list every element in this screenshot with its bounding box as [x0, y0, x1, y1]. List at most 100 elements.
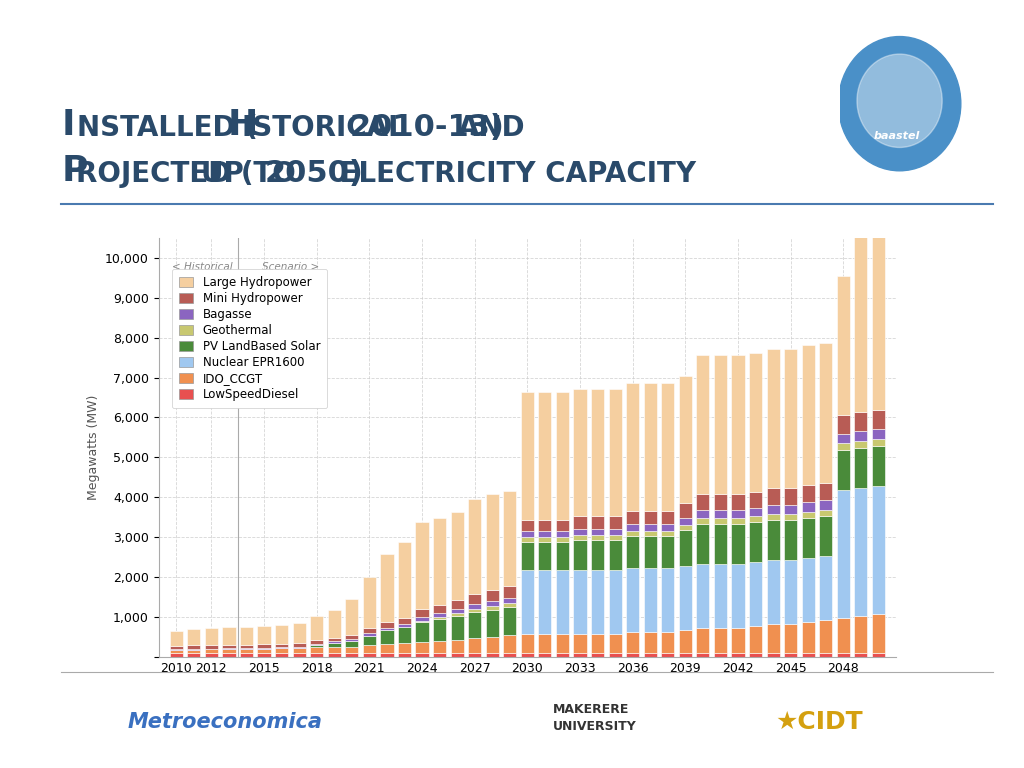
Bar — [714, 518, 727, 524]
Bar — [854, 441, 867, 449]
Bar — [784, 488, 798, 505]
Bar — [731, 511, 744, 518]
Bar — [644, 511, 656, 525]
Bar — [731, 627, 744, 654]
Bar — [731, 355, 744, 495]
Bar — [767, 624, 779, 654]
Bar — [819, 556, 833, 620]
Bar — [679, 376, 692, 503]
Bar — [696, 524, 710, 564]
Bar — [696, 355, 710, 495]
Bar — [573, 516, 587, 529]
Bar — [696, 627, 710, 654]
Bar — [608, 540, 622, 570]
Bar — [187, 650, 201, 654]
Bar — [170, 650, 183, 654]
Bar — [345, 654, 358, 657]
Bar — [714, 495, 727, 511]
Bar — [679, 530, 692, 566]
Bar — [573, 540, 587, 570]
Bar — [205, 628, 218, 645]
Bar — [854, 412, 867, 431]
Bar — [468, 638, 481, 654]
Bar — [662, 654, 675, 657]
Bar — [433, 613, 446, 617]
Bar — [854, 133, 867, 412]
Bar — [837, 617, 850, 654]
Bar — [433, 605, 446, 613]
Bar — [485, 654, 499, 657]
Bar — [749, 492, 762, 508]
Bar — [854, 488, 867, 616]
Bar — [539, 531, 552, 538]
Bar — [784, 349, 798, 488]
Bar — [485, 610, 499, 637]
Bar — [714, 355, 727, 495]
Bar — [608, 654, 622, 657]
Y-axis label: Megawatts (MW): Megawatts (MW) — [87, 395, 99, 500]
Bar — [503, 598, 516, 603]
Bar — [871, 654, 885, 657]
Bar — [591, 540, 604, 570]
Bar — [416, 642, 429, 654]
Bar — [802, 502, 815, 511]
Bar — [626, 511, 639, 525]
Bar — [257, 654, 270, 657]
Bar — [521, 634, 534, 654]
Bar — [468, 594, 481, 604]
Bar — [662, 511, 675, 525]
Bar — [503, 654, 516, 657]
Bar — [854, 654, 867, 657]
Bar — [556, 519, 569, 531]
Text: H: H — [227, 108, 258, 142]
Bar — [451, 616, 464, 640]
Bar — [662, 525, 675, 531]
Text: ROJECTED (: ROJECTED ( — [76, 161, 253, 188]
Bar — [240, 648, 253, 649]
Bar — [257, 644, 270, 648]
Text: Scenario >: Scenario > — [262, 262, 319, 272]
Bar — [556, 531, 569, 538]
Bar — [503, 607, 516, 635]
Bar — [451, 600, 464, 609]
Bar — [539, 392, 552, 519]
Bar — [573, 634, 587, 654]
Bar — [521, 538, 534, 542]
Bar — [837, 450, 850, 490]
Bar — [205, 645, 218, 649]
Bar — [521, 542, 534, 570]
Bar — [468, 604, 481, 609]
Bar — [521, 531, 534, 538]
Bar — [662, 568, 675, 631]
Bar — [485, 494, 499, 590]
Bar — [539, 570, 552, 634]
Bar — [749, 522, 762, 561]
Circle shape — [857, 54, 942, 147]
Bar — [275, 654, 288, 657]
Bar — [802, 518, 815, 558]
Bar — [714, 511, 727, 518]
Bar — [871, 439, 885, 446]
Bar — [451, 654, 464, 657]
Bar — [222, 627, 236, 644]
Bar — [767, 560, 779, 624]
Bar — [328, 647, 341, 654]
Bar — [362, 633, 376, 635]
Bar — [328, 637, 341, 641]
Bar — [662, 536, 675, 568]
Bar — [398, 624, 411, 627]
Bar — [608, 535, 622, 540]
Bar — [819, 501, 833, 509]
Bar — [854, 431, 867, 441]
Bar — [187, 645, 201, 649]
Bar — [608, 529, 622, 535]
Bar — [416, 622, 429, 642]
Bar — [626, 531, 639, 536]
Bar — [187, 629, 201, 645]
Bar — [767, 514, 779, 520]
Bar — [784, 514, 798, 520]
Bar — [626, 525, 639, 531]
Text: UP TO: UP TO — [201, 161, 305, 188]
Bar — [380, 631, 393, 644]
Bar — [767, 520, 779, 560]
